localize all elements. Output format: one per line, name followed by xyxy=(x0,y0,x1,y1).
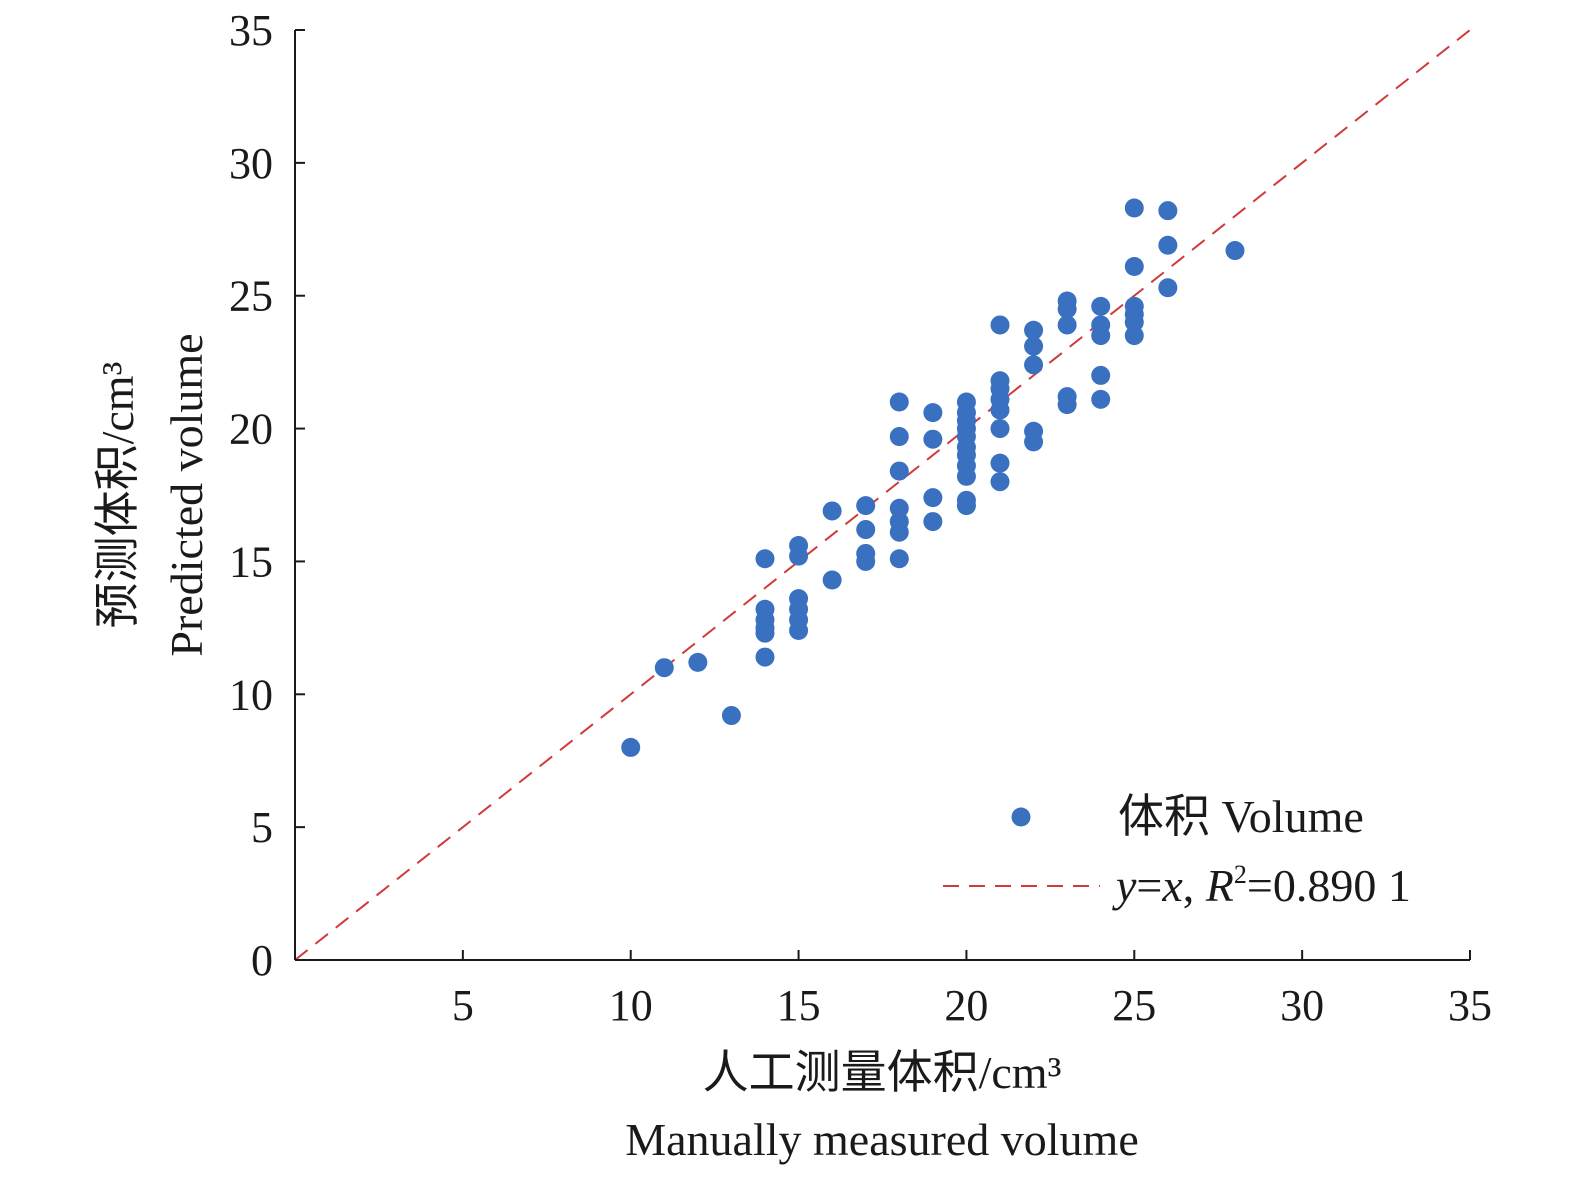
data-point xyxy=(1124,198,1144,218)
data-point xyxy=(654,658,674,678)
data-point xyxy=(1057,395,1077,415)
data-point xyxy=(1024,432,1044,452)
data-point xyxy=(923,403,943,423)
data-point xyxy=(1024,336,1044,356)
data-point xyxy=(822,570,842,590)
data-points xyxy=(621,198,1245,757)
data-point xyxy=(856,496,876,516)
legend: 体积 Volume y=x, R2=0.890 1 xyxy=(943,791,1411,911)
data-point xyxy=(923,429,943,449)
data-point xyxy=(1091,365,1111,385)
data-point xyxy=(1024,320,1044,340)
legend-label-points: 体积 Volume xyxy=(1118,791,1364,842)
data-point xyxy=(688,652,708,672)
legend-marker-points xyxy=(1011,807,1031,827)
data-point xyxy=(889,461,909,481)
data-point xyxy=(856,520,876,540)
x-axis-title-en: Manually measured volume xyxy=(625,1114,1139,1165)
data-point xyxy=(789,621,809,641)
y-tick-label: 35 xyxy=(229,6,273,55)
x-tick-label: 30 xyxy=(1280,981,1324,1030)
y-axis-title-en: Predicted volume xyxy=(161,333,212,656)
x-axis-title-cn: 人工测量体积/cm³ xyxy=(703,1047,1062,1098)
data-point xyxy=(755,647,775,667)
data-point xyxy=(856,551,876,571)
reference-line-y-equals-x xyxy=(294,29,1471,961)
data-point xyxy=(1225,241,1245,261)
data-point xyxy=(1158,278,1178,298)
x-tick-label: 20 xyxy=(944,981,988,1030)
data-point xyxy=(990,400,1010,420)
x-tick-label: 35 xyxy=(1448,981,1492,1030)
y-tick-label: 20 xyxy=(229,405,273,454)
y-tick-label: 30 xyxy=(229,139,273,188)
data-point xyxy=(889,549,909,569)
data-point xyxy=(1024,355,1044,375)
data-point xyxy=(990,315,1010,335)
y-tick-label: 15 xyxy=(229,537,273,586)
y-tick-label: 5 xyxy=(251,803,273,852)
x-axis-ticks: 5 10 15 20 25 30 35 xyxy=(452,950,1492,1030)
y-tick-label: 25 xyxy=(229,272,273,321)
y-tick-label: 10 xyxy=(229,670,273,719)
data-point xyxy=(1124,312,1144,332)
data-point xyxy=(923,488,943,508)
data-point xyxy=(1091,389,1111,409)
data-point xyxy=(789,546,809,566)
x-tick-label: 10 xyxy=(609,981,653,1030)
data-point xyxy=(889,427,909,447)
data-point xyxy=(822,501,842,521)
data-point xyxy=(990,453,1010,473)
data-point xyxy=(621,737,641,757)
data-point xyxy=(1158,235,1178,255)
data-point xyxy=(956,466,976,486)
y-axis-title-cn: 预测体积/cm³ xyxy=(92,362,143,629)
data-point xyxy=(1124,326,1144,346)
data-point xyxy=(1124,256,1144,276)
x-tick-label: 5 xyxy=(452,981,474,1030)
data-point xyxy=(755,549,775,569)
data-point xyxy=(755,623,775,643)
data-point xyxy=(990,472,1010,492)
y-tick-label: 0 xyxy=(251,936,273,985)
data-point xyxy=(889,392,909,412)
data-point xyxy=(889,522,909,542)
data-point xyxy=(721,706,741,726)
data-point xyxy=(956,496,976,516)
x-tick-label: 25 xyxy=(1112,981,1156,1030)
legend-label-reference-line: y=x, R2=0.890 1 xyxy=(1112,860,1411,911)
data-point xyxy=(1057,299,1077,319)
data-point xyxy=(1091,296,1111,316)
data-point xyxy=(1057,315,1077,335)
x-tick-label: 15 xyxy=(777,981,821,1030)
data-point xyxy=(889,498,909,518)
data-point xyxy=(1158,201,1178,221)
data-point xyxy=(923,512,943,532)
data-point xyxy=(990,419,1010,439)
y-axis-ticks: 0 5 10 15 20 25 30 35 xyxy=(229,6,305,985)
data-point xyxy=(1091,326,1111,346)
